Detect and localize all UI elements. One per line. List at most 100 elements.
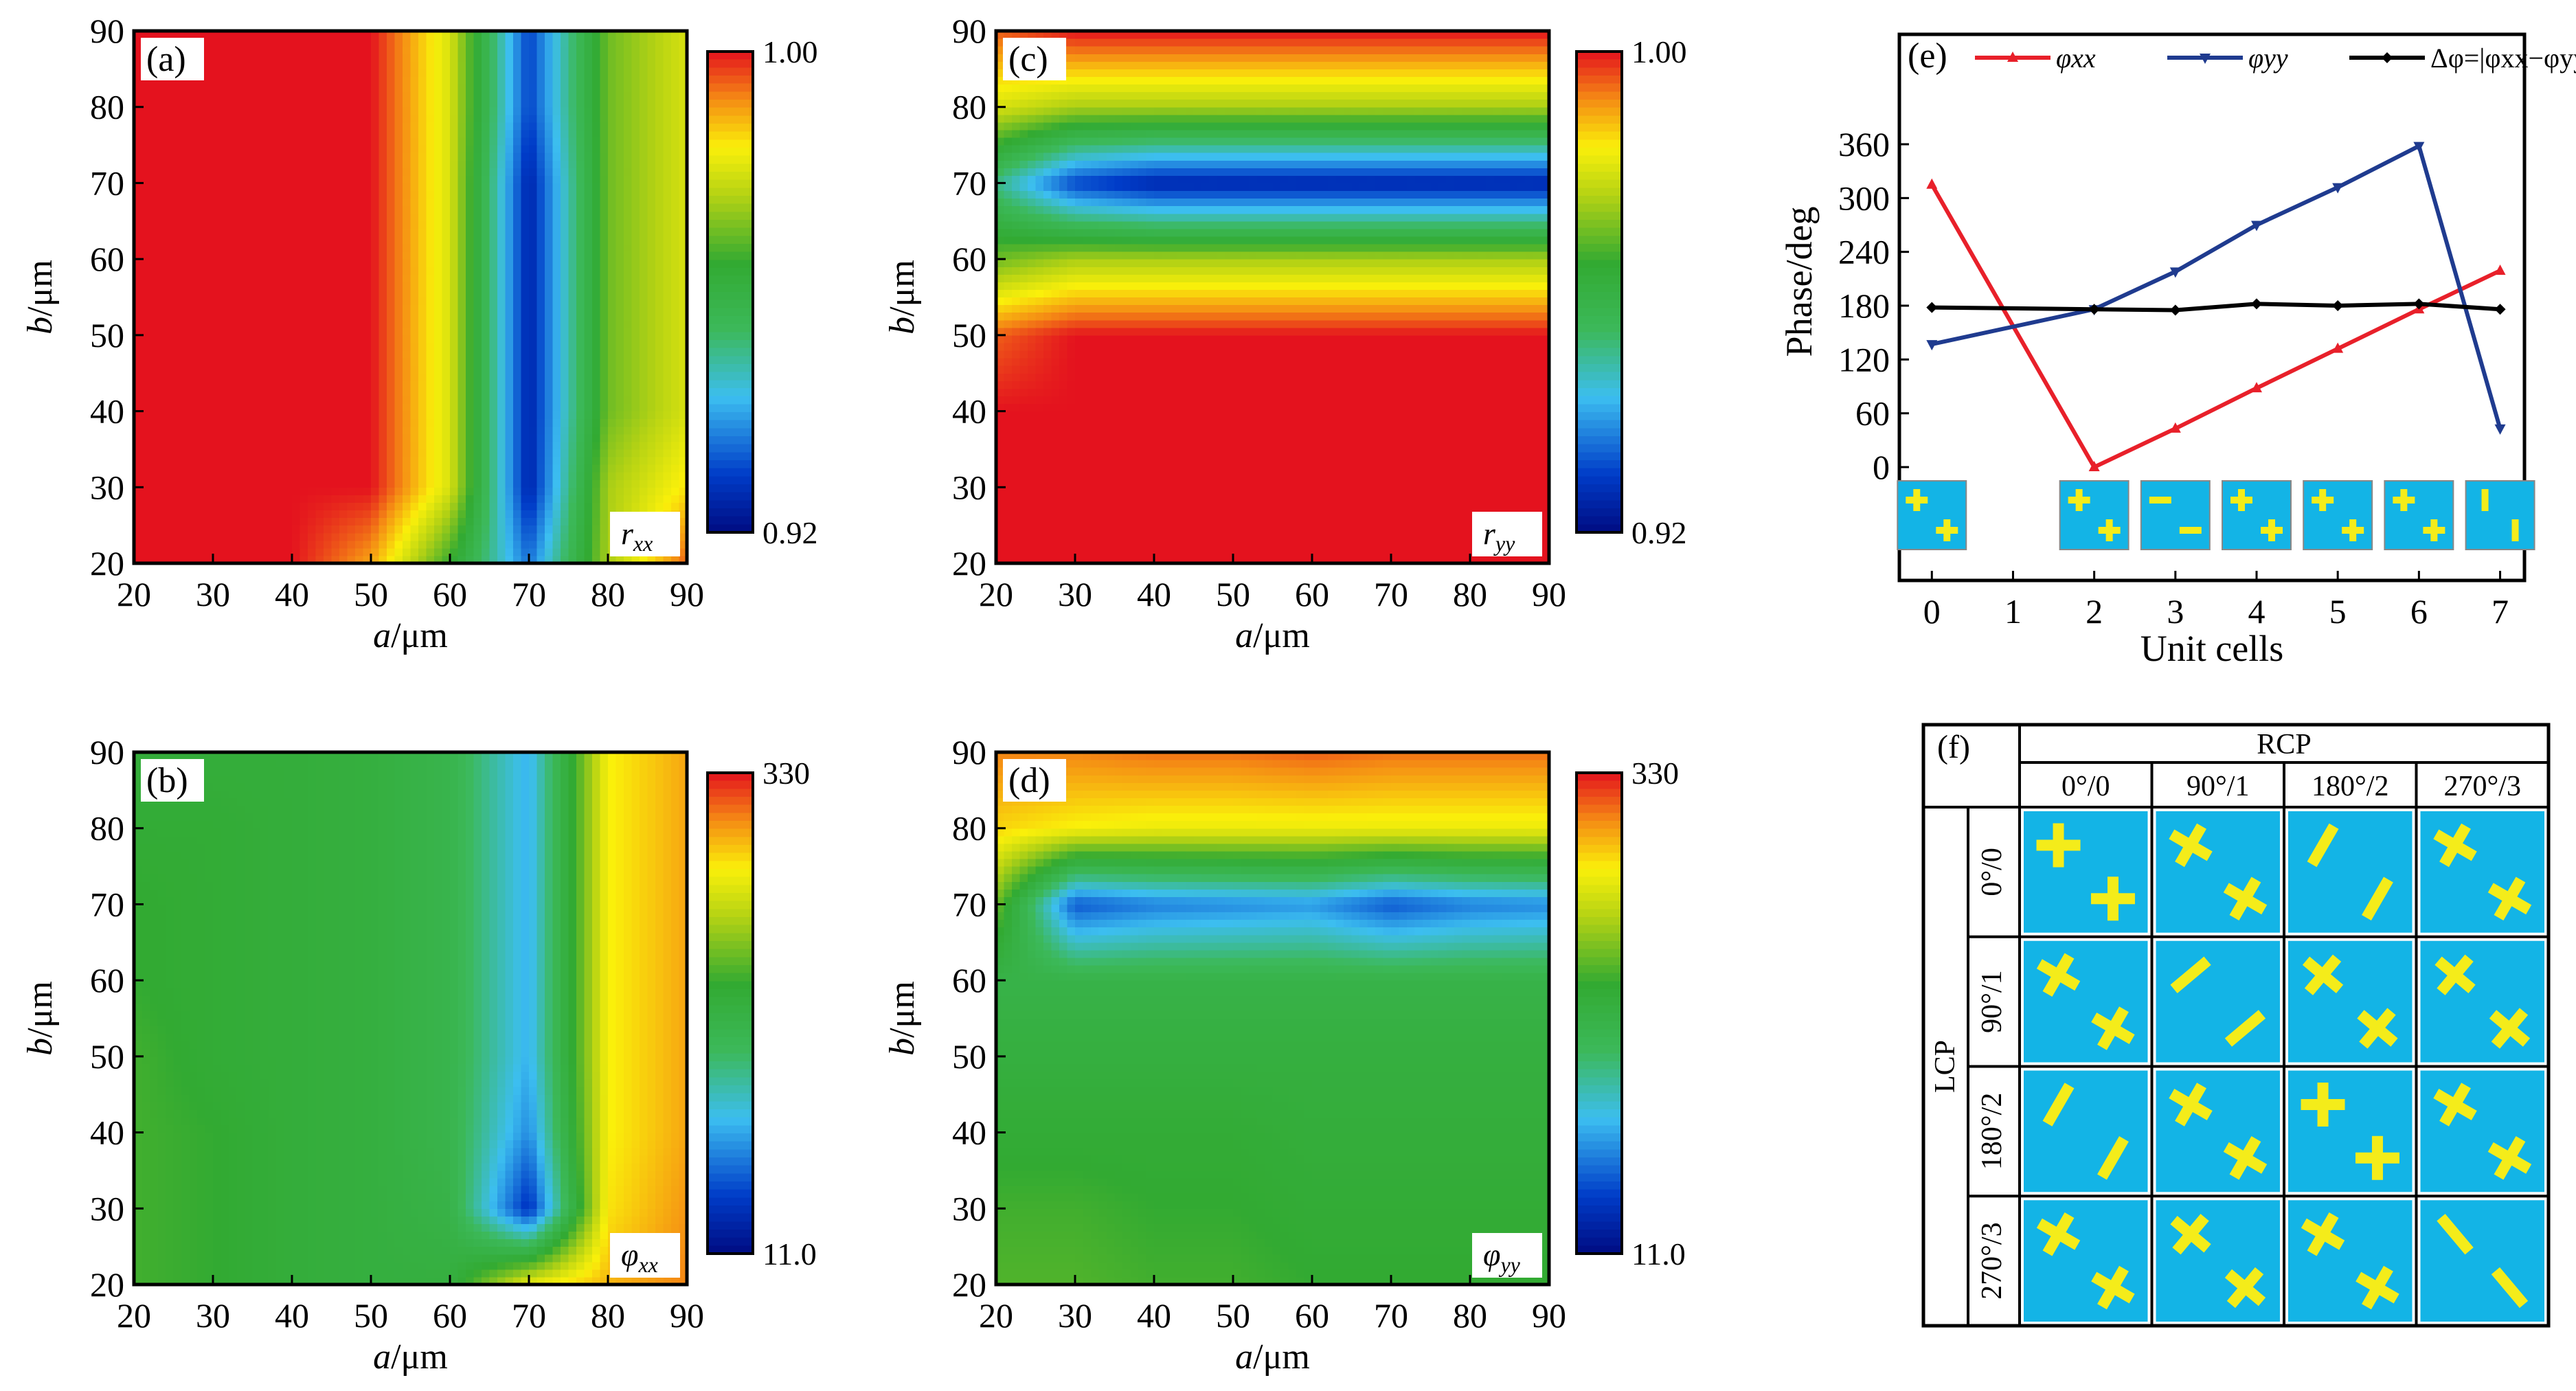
heatmap-cell [292, 518, 300, 526]
heatmap-cell [371, 518, 379, 526]
heatmap-cell [640, 479, 648, 488]
heatmap-cell [276, 479, 284, 488]
heatmap-cell [387, 472, 395, 480]
heatmap-cell [292, 472, 300, 480]
heatmap-cell [308, 449, 316, 457]
heatmap-cell [348, 472, 356, 480]
heatmap-cell [600, 525, 609, 534]
heatmap-cell [348, 449, 356, 457]
heatmap-cell [324, 457, 332, 465]
heatmap-cell [576, 479, 585, 488]
heatmap-cell [427, 502, 435, 510]
heatmap-cell [427, 464, 435, 473]
heatmap-cell [521, 487, 530, 495]
heatmap-cell [284, 510, 293, 519]
heatmap-cell [608, 472, 616, 480]
heatmap-cell [174, 495, 182, 503]
heatmap-cell [442, 479, 451, 488]
heatmap-cell [221, 457, 229, 465]
heatmap-cell [537, 502, 545, 510]
heatmap-cell [395, 510, 403, 519]
heatmap-cell [316, 487, 324, 495]
heatmap-cell [648, 502, 656, 510]
heatmap-cell [197, 533, 205, 541]
heatmap-cell [181, 434, 190, 442]
heatmap-cell [537, 495, 545, 503]
heatmap-cell [245, 419, 253, 427]
heatmap-cell [213, 449, 221, 457]
heatmap-cell [355, 518, 363, 526]
heatmap-cell [363, 457, 372, 465]
heatmap-cell [537, 525, 545, 534]
heatmap-cell [379, 449, 387, 457]
heatmap-cell [490, 442, 498, 450]
heatmap-cell [221, 449, 229, 457]
heatmap-cell [458, 479, 466, 488]
heatmap-cell [418, 472, 427, 480]
heatmap-cell [269, 548, 277, 556]
heatmap-cell [213, 434, 221, 442]
heatmap-cell [205, 495, 214, 503]
heatmap-cell [355, 442, 363, 450]
heatmap-cell [260, 510, 269, 519]
heatmap-cell [474, 502, 482, 510]
heatmap-cell [576, 449, 585, 457]
heatmap-cell [205, 518, 214, 526]
heatmap-cell [142, 427, 150, 435]
heatmap-cell [529, 427, 537, 435]
heatmap-cell [648, 495, 656, 503]
heatmap-cell [166, 457, 174, 465]
heatmap-cell [332, 541, 340, 549]
heatmap-cell [561, 510, 569, 519]
heatmap-cell [506, 427, 514, 435]
heatmap-cell [466, 525, 474, 534]
heatmap-cell [348, 442, 356, 450]
heatmap-cell [379, 419, 387, 427]
heatmap-cell [324, 533, 332, 541]
heatmap-cell [466, 464, 474, 473]
heatmap-cell [221, 548, 229, 556]
heatmap-cell [229, 449, 237, 457]
heatmap-cell [269, 533, 277, 541]
heatmap-cell [466, 457, 474, 465]
heatmap-cell [403, 419, 411, 427]
heatmap-cell [395, 464, 403, 473]
heatmap-cell [158, 457, 166, 465]
heatmap-cell [142, 502, 150, 510]
heatmap-cell [308, 472, 316, 480]
heatmap-cell [292, 442, 300, 450]
heatmap-cell [174, 449, 182, 457]
heatmap-cell [269, 411, 277, 420]
heatmap-cell [395, 502, 403, 510]
heatmap-cell [253, 449, 261, 457]
heatmap-cell [276, 541, 284, 549]
heatmap-cell [616, 434, 624, 442]
heatmap-cell [190, 495, 198, 503]
heatmap-cell [490, 541, 498, 549]
heatmap-cell [466, 434, 474, 442]
heatmap-cell [513, 449, 521, 457]
heatmap-cell [221, 411, 229, 420]
heatmap-cell [339, 548, 348, 556]
heatmap-cell [458, 427, 466, 435]
heatmap-cell [561, 541, 569, 549]
heatmap-cell [553, 427, 561, 435]
heatmap-cell [316, 518, 324, 526]
heatmap-cell [411, 434, 419, 442]
heatmap-cell [355, 533, 363, 541]
heatmap-cell [529, 541, 537, 549]
heatmap-cell [213, 510, 221, 519]
heatmap-cell [379, 464, 387, 473]
heatmap-cell [671, 442, 679, 450]
heatmap-cell [655, 472, 664, 480]
heatmap-cell [418, 518, 427, 526]
heatmap-cell [569, 434, 577, 442]
heatmap-cell [427, 495, 435, 503]
heatmap-cell [640, 487, 648, 495]
heatmap-cell [284, 541, 293, 549]
heatmap-cell [632, 487, 640, 495]
heatmap-cell [269, 457, 277, 465]
heatmap-cell [632, 479, 640, 488]
heatmap-cell [450, 464, 458, 473]
heatmap-cell [482, 487, 490, 495]
